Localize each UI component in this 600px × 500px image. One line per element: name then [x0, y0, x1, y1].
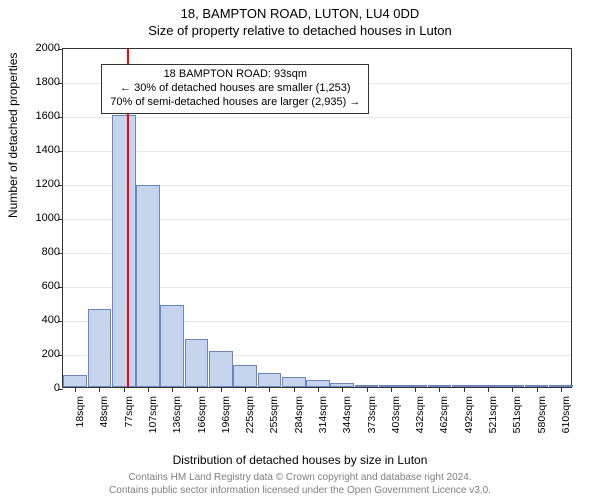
gridline [63, 151, 571, 152]
plot-area: 18 BAMPTON ROAD: 93sqm ← 30% of detached… [62, 48, 572, 388]
x-tick [391, 387, 392, 392]
x-tick [512, 387, 513, 392]
y-tick-label: 200 [20, 348, 60, 360]
x-tick-label: 580sqm [536, 396, 548, 444]
annotation-box: 18 BAMPTON ROAD: 93sqm ← 30% of detached… [101, 64, 369, 113]
x-tick [75, 387, 76, 392]
histogram-bar [185, 339, 209, 387]
y-tick-label: 1600 [20, 110, 60, 122]
x-tick-label: 225sqm [244, 396, 256, 444]
histogram-bar [63, 375, 87, 387]
x-tick [318, 387, 319, 392]
histogram-bar [160, 305, 184, 387]
x-tick-label: 77sqm [123, 396, 135, 444]
gridline [63, 117, 571, 118]
x-tick-label: 462sqm [438, 396, 450, 444]
chart-container: 18, BAMPTON ROAD, LUTON, LU4 0DD Size of… [0, 0, 600, 500]
footer-line-2: Contains public sector information licen… [0, 485, 600, 498]
x-tick-label: 107sqm [147, 396, 159, 444]
x-tick-label: 255sqm [268, 396, 280, 444]
x-tick [342, 387, 343, 392]
x-tick-label: 521sqm [487, 396, 499, 444]
x-tick-label: 373sqm [366, 396, 378, 444]
x-tick [99, 387, 100, 392]
x-tick-label: 344sqm [341, 396, 353, 444]
y-tick-label: 1000 [20, 212, 60, 224]
chart-subtitle: Size of property relative to detached ho… [0, 21, 600, 38]
annotation-line-1: 18 BAMPTON ROAD: 93sqm [110, 68, 360, 82]
x-tick-label: 284sqm [293, 396, 305, 444]
x-tick-label: 432sqm [414, 396, 426, 444]
x-tick [245, 387, 246, 392]
x-tick-label: 403sqm [390, 396, 402, 444]
x-tick [172, 387, 173, 392]
histogram-bar [258, 373, 282, 387]
x-tick [415, 387, 416, 392]
x-tick-label: 48sqm [98, 396, 110, 444]
y-axis-label: Number of detached properties [6, 53, 20, 218]
y-tick-label: 0 [20, 382, 60, 394]
x-tick [439, 387, 440, 392]
histogram-bar [136, 185, 160, 387]
x-tick-label: 196sqm [220, 396, 232, 444]
annotation-line-2: ← 30% of detached houses are smaller (1,… [110, 82, 360, 96]
y-tick-label: 2000 [20, 42, 60, 54]
histogram-bar [233, 365, 257, 387]
y-tick-label: 800 [20, 246, 60, 258]
y-tick-label: 1800 [20, 76, 60, 88]
x-tick [221, 387, 222, 392]
x-tick-label: 18sqm [74, 396, 86, 444]
x-tick-label: 492sqm [463, 396, 475, 444]
x-tick [537, 387, 538, 392]
x-tick [367, 387, 368, 392]
x-axis-label: Distribution of detached houses by size … [0, 453, 600, 467]
histogram-bar [209, 351, 233, 387]
x-tick-label: 166sqm [196, 396, 208, 444]
x-tick-label: 314sqm [317, 396, 329, 444]
x-tick [124, 387, 125, 392]
x-tick [488, 387, 489, 392]
histogram-bar [88, 309, 112, 387]
x-tick [269, 387, 270, 392]
x-tick-label: 610sqm [560, 396, 572, 444]
histogram-bar [306, 380, 330, 387]
x-tick [561, 387, 562, 392]
footer-line-1: Contains HM Land Registry data © Crown c… [0, 472, 600, 485]
y-tick-label: 400 [20, 314, 60, 326]
x-tick [197, 387, 198, 392]
x-tick-label: 551sqm [511, 396, 523, 444]
histogram-bar [282, 377, 306, 387]
x-tick [464, 387, 465, 392]
annotation-line-3: 70% of semi-detached houses are larger (… [110, 96, 360, 110]
y-tick-label: 1200 [20, 178, 60, 190]
x-tick [294, 387, 295, 392]
y-tick-label: 600 [20, 280, 60, 292]
footer-text: Contains HM Land Registry data © Crown c… [0, 472, 600, 497]
x-tick [148, 387, 149, 392]
chart-title: 18, BAMPTON ROAD, LUTON, LU4 0DD [0, 0, 600, 21]
x-tick-label: 136sqm [171, 396, 183, 444]
histogram-bar [112, 115, 136, 387]
y-tick-label: 1400 [20, 144, 60, 156]
